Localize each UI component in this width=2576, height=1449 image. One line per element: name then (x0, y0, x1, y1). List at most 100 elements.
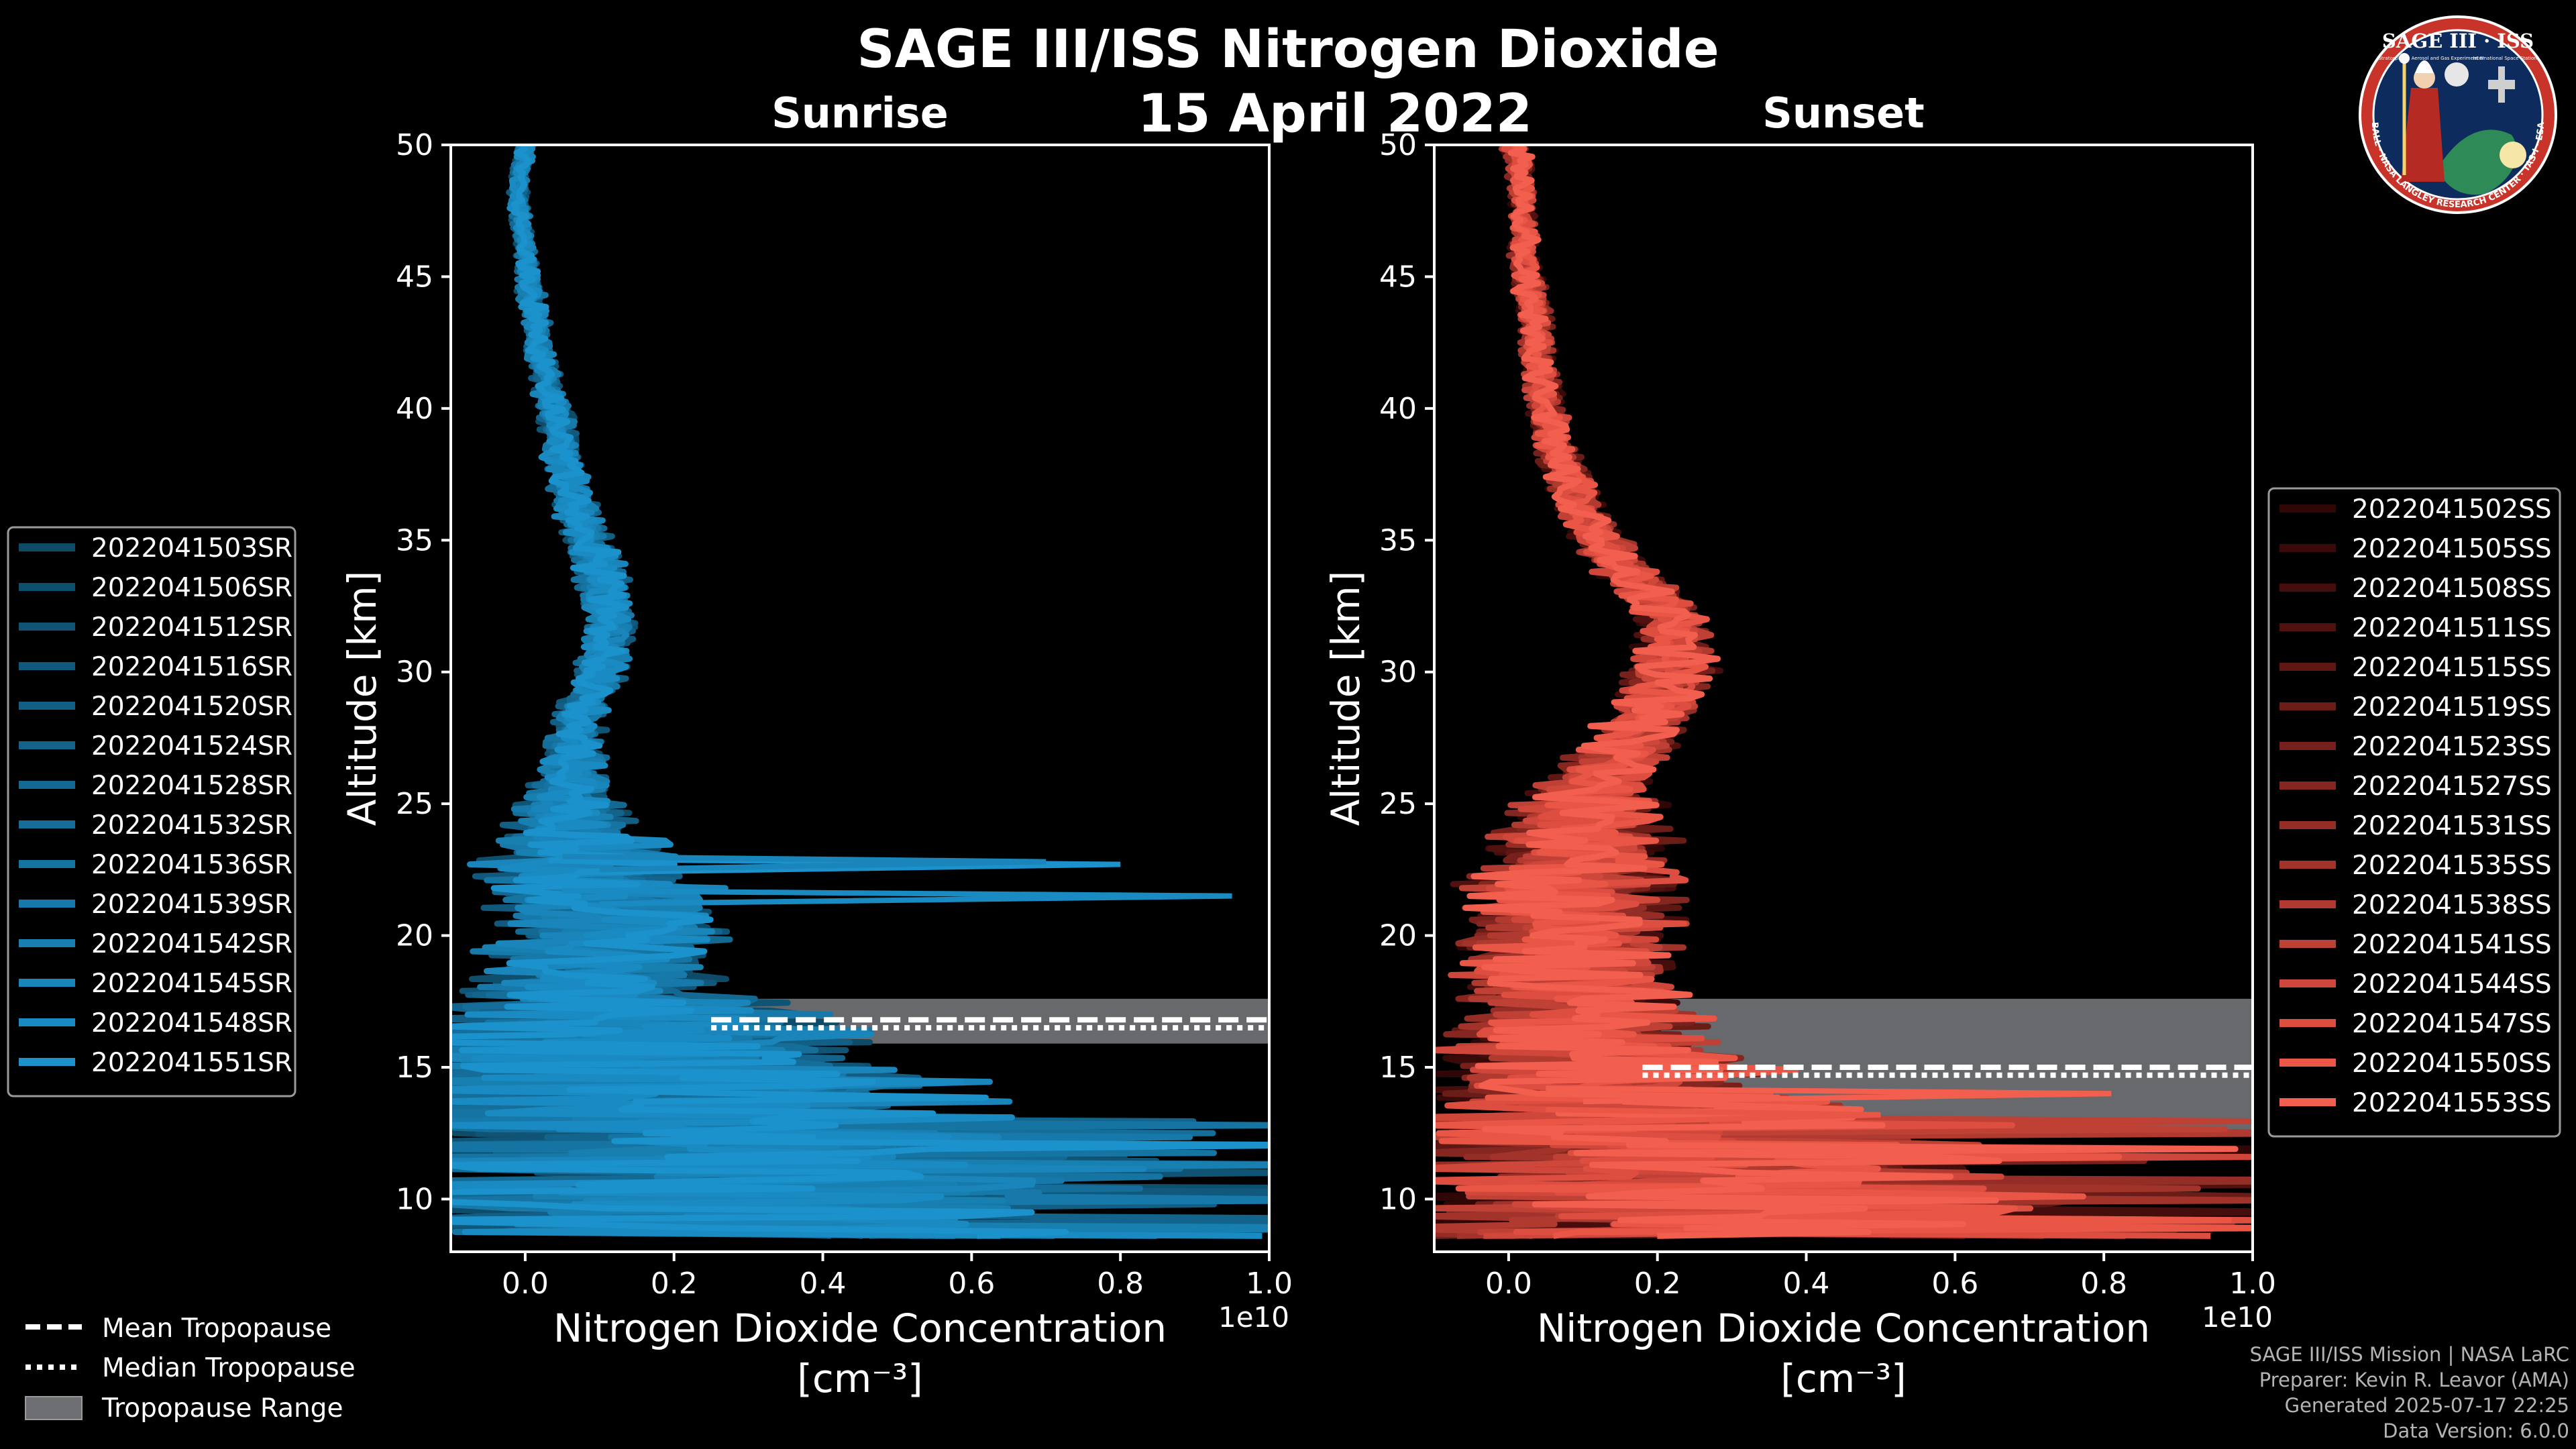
sunrise-xlabel-unit: [cm⁻³] (797, 1356, 923, 1401)
sunrise-legend-label: 2022041516SR (91, 652, 292, 682)
sunrise-legend: 2022041503SR 2022041506SR 2022041512SR 2022… (7, 526, 297, 1097)
sunrise-profile-2022041551SR (451, 145, 1269, 1239)
sunset-ytick-label: 50 (1379, 128, 1417, 162)
sunrise-ytick-label: 30 (396, 655, 433, 690)
sunset-legend-label: 2022041511SS (2352, 613, 2552, 643)
sunset-axes: 0.0 0.2 0.4 0.6 0.8 1.0 10 15 20 25 30 35 40 45 50 (1379, 128, 2276, 1301)
sunset-xtick-label: 0.8 (2080, 1267, 2127, 1301)
sunrise-legend-label: 2022041503SR (91, 533, 292, 564)
sunrise-xtick-label: 0.2 (651, 1267, 698, 1301)
sunrise-ytick-label: 15 (396, 1051, 433, 1085)
sunrise-legend-label: 2022041512SR (91, 612, 292, 643)
logo-top-text: SAGE III · ISS (2382, 30, 2534, 52)
sunset-legend-label: 2022041547SS (2352, 1009, 2552, 1039)
sunset-x-scale: 1e10 (2202, 1301, 2273, 1334)
sunset-legend-label: 2022041544SS (2352, 969, 2552, 1000)
sunset-legend-label: 2022041519SS (2352, 692, 2552, 722)
moon-icon (2445, 62, 2469, 87)
credit-line-generated: Generated 2025-07-17 22:25 (2284, 1394, 2569, 1417)
credit-line-version: Data Version: 6.0.0 (2383, 1419, 2569, 1442)
sunset-legend-label: 2022041515SS (2352, 653, 2552, 683)
sunset-ytick-label: 30 (1379, 655, 1417, 690)
sunrise-legend-label: 2022041506SR (91, 573, 292, 603)
sunset-profile-spike (1546, 1106, 1881, 1126)
sunrise-ytick-label: 50 (396, 128, 433, 162)
sunset-ytick-label: 10 (1379, 1182, 1417, 1216)
sunrise-ytick-label: 35 (396, 523, 433, 557)
tropopause-range-swatch (25, 1396, 83, 1420)
sunrise-legend-label: 2022041520SR (91, 692, 292, 722)
sunset-legend-frame (2267, 487, 2561, 1138)
sun-icon (2500, 142, 2526, 168)
sunset-legend-label: 2022041527SS (2352, 771, 2552, 802)
sunrise-profile-spike (562, 888, 1232, 907)
sunset-legend-label: 2022041502SS (2352, 494, 2552, 525)
sunrise-ylabel: Altitude [km] (339, 571, 385, 826)
median-tropopause-label: Median Tropopause (102, 1353, 356, 1383)
sunset-ytick-label: 40 (1379, 392, 1417, 426)
sunrise-ytick-label: 40 (396, 392, 433, 426)
sunset-legend-label: 2022041508SS (2352, 574, 2552, 604)
wizard-figure-icon (2401, 88, 2445, 182)
iss-station-icon (2488, 66, 2515, 103)
sunrise-ytick-label: 20 (396, 919, 433, 953)
sunset-legend-label: 2022041541SS (2352, 930, 2552, 960)
sunrise-ytick-label: 25 (396, 787, 433, 821)
sunset-panel: Sunset 0.0 0.2 0.4 0.6 0.8 1.0 10 15 20 25 30 35 40 4… (1323, 89, 2276, 1401)
sunrise-legend-label: 2022041542SR (91, 929, 292, 959)
earth-shape-icon (2438, 129, 2517, 195)
sunset-xlabel-unit: [cm⁻³] (1780, 1356, 1907, 1401)
sunrise-legend-label: 2022041539SR (91, 890, 292, 920)
sunset-ytick-label: 45 (1379, 260, 1417, 294)
mean-tropopause-label: Mean Tropopause (102, 1313, 331, 1344)
sunset-legend-label: 2022041535SS (2352, 851, 2552, 881)
sunset-tropopause-lines (1642, 1065, 2253, 1078)
sunrise-legend-label: 2022041548SR (91, 1008, 292, 1038)
sunset-profile-2022041553SS (1463, 145, 2239, 1239)
sunset-legend-label: 2022041523SS (2352, 732, 2552, 762)
credit-line-preparer: Preparer: Kevin R. Leavor (AMA) (2259, 1368, 2569, 1391)
logo-sub-text-left: Stratospheric Aerosol and Gas Experiment… (2378, 56, 2483, 61)
sunset-profile-spike (1546, 1085, 2112, 1105)
sunrise-x-scale: 1e10 (1218, 1301, 1289, 1334)
sunrise-xtick-label: 1.0 (1246, 1267, 1293, 1301)
sunrise-tropopause-lines (711, 1017, 1269, 1031)
sunset-xtick-label: 0.4 (1783, 1267, 1830, 1301)
sunset-legend-label: 2022041553SS (2352, 1088, 2552, 1118)
sunset-xlabel: Nitrogen Dioxide Concentration (1537, 1305, 2150, 1351)
credit-line-mission: SAGE III/ISS Mission | NASA LaRC (2249, 1343, 2569, 1366)
sunset-ytick-label: 15 (1379, 1051, 1417, 1085)
sunset-legend-label: 2022041538SS (2352, 890, 2552, 920)
sage-iii-iss-logo: SAGE III · ISS Stratospheric Aerosol and… (2359, 15, 2557, 214)
sunrise-legend-label: 2022041536SR (91, 850, 292, 880)
sunset-legend-label: 2022041550SS (2352, 1049, 2552, 1079)
sunrise-legend-label: 2022041545SR (91, 969, 292, 999)
sunset-xtick-label: 1.0 (2229, 1267, 2276, 1301)
sunrise-profiles (451, 145, 1269, 1239)
tropopause-legend: Mean Tropopause Median Tropopause Tropop… (25, 1313, 356, 1424)
sunrise-panel-title: Sunrise (771, 89, 949, 138)
sunrise-profile-spike (562, 853, 1046, 873)
sunset-ylabel: Altitude [km] (1323, 571, 1368, 826)
tropopause-range-label: Tropopause Range (101, 1393, 343, 1424)
sunrise-legend-label: 2022041524SR (91, 731, 292, 761)
sunset-panel-title: Sunset (1762, 89, 1925, 138)
sunrise-ytick-label: 10 (396, 1182, 433, 1216)
credits: SAGE III/ISS Mission | NASA LaRC Prepare… (2250, 1342, 2569, 1444)
sunrise-panel: Sunrise 0.0 0.2 0.4 0.6 0.8 1.0 10 15 20 25 30 35 40… (339, 89, 1293, 1401)
sunrise-xtick-label: 0.4 (800, 1267, 847, 1301)
figure-title: SAGE III/ISS Nitrogen Dioxide (857, 19, 1719, 80)
figure-date: 15 April 2022 (1138, 84, 1532, 144)
sunset-plot-frame (1433, 144, 2254, 1253)
sunrise-legend-frame (7, 526, 297, 1097)
sunrise-xlabel: Nitrogen Dioxide Concentration (553, 1305, 1167, 1351)
logo-sub-text-right: International Space Station (2473, 56, 2536, 61)
sunrise-xtick-label: 0.0 (502, 1267, 549, 1301)
sunset-legend-label: 2022041531SS (2352, 811, 2552, 841)
sunrise-legend-label: 2022041551SR (91, 1048, 292, 1078)
sunrise-axes: 0.0 0.2 0.4 0.6 0.8 1.0 10 15 20 25 30 35 40 45 50 (396, 128, 1293, 1301)
sunset-xtick-label: 0.6 (1931, 1267, 1978, 1301)
sunrise-plot-frame (449, 144, 1271, 1253)
sunset-xtick-label: 0.0 (1485, 1267, 1532, 1301)
